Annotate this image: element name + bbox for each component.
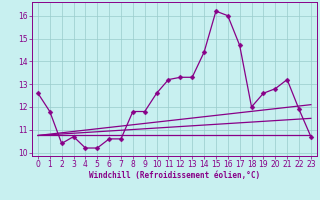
X-axis label: Windchill (Refroidissement éolien,°C): Windchill (Refroidissement éolien,°C) <box>89 171 260 180</box>
